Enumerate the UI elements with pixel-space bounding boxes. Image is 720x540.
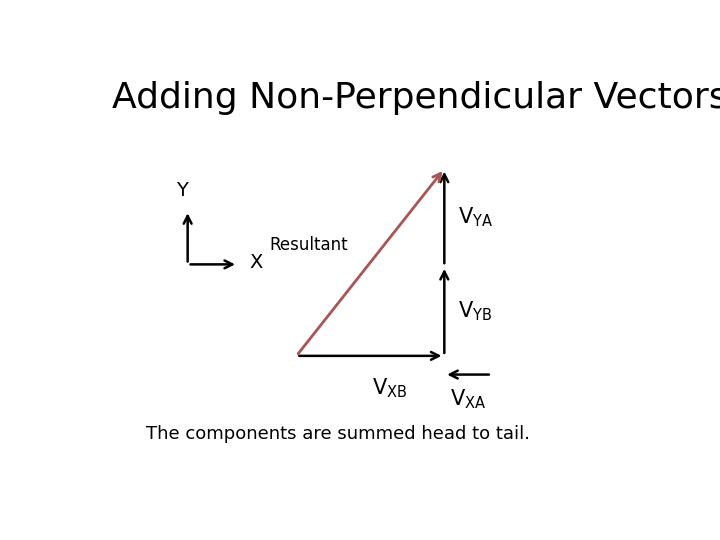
Text: Adding Non-Perpendicular Vectors: Adding Non-Perpendicular Vectors	[112, 82, 720, 116]
Text: $\mathregular{V_{XB}}$: $\mathregular{V_{XB}}$	[372, 377, 407, 400]
Text: Y: Y	[176, 181, 188, 200]
Text: $\mathregular{V_{YA}}$: $\mathregular{V_{YA}}$	[459, 206, 494, 229]
Text: $\mathregular{V_{YB}}$: $\mathregular{V_{YB}}$	[459, 299, 492, 323]
Text: Resultant: Resultant	[269, 236, 348, 254]
Text: $\mathregular{V_{XA}}$: $\mathregular{V_{XA}}$	[450, 387, 486, 410]
Text: X: X	[249, 253, 262, 272]
Text: The components are summed head to tail.: The components are summed head to tail.	[145, 425, 530, 443]
